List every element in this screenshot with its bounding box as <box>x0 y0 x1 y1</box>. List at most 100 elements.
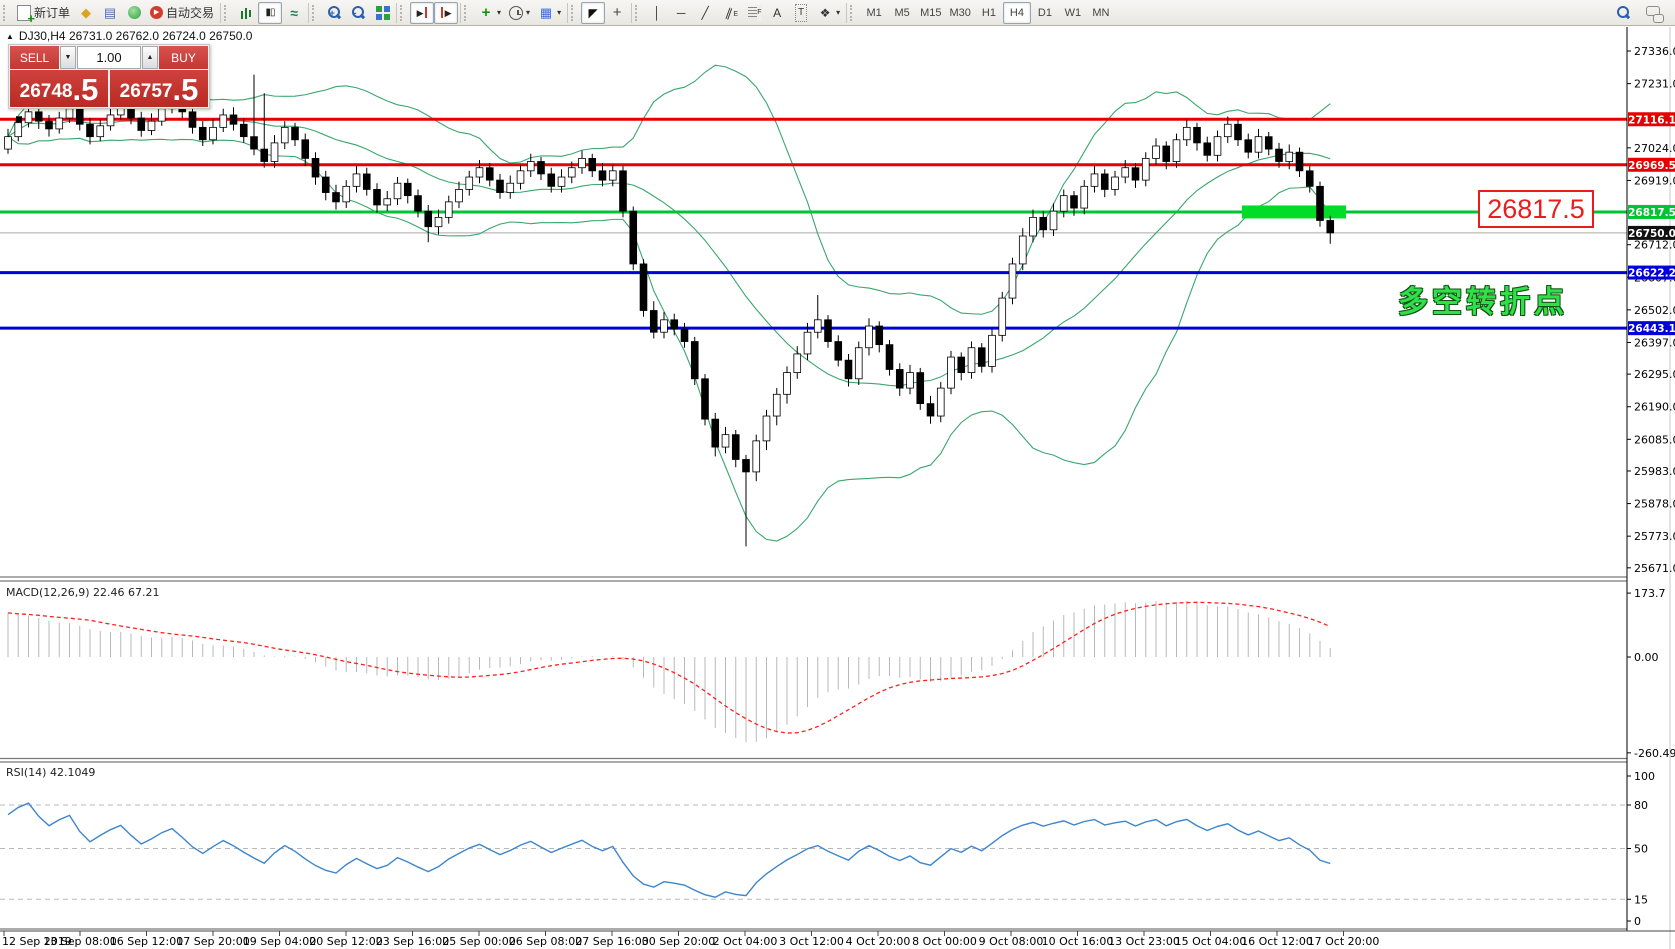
text-icon <box>769 5 785 21</box>
fibonacci-button[interactable] <box>741 2 765 24</box>
candle-body <box>680 328 689 342</box>
text-button[interactable] <box>765 2 789 24</box>
volume-decrease-button[interactable]: ▼ <box>60 46 76 69</box>
candle-body <box>14 122 23 138</box>
time-tick-label: 13 Sep 08:00 <box>43 935 116 948</box>
buy-price-fraction: .5 <box>172 72 199 107</box>
new-order-icon <box>17 4 35 25</box>
volume-increase-button[interactable]: ▲ <box>142 46 158 69</box>
bars-chart-icon <box>239 5 254 20</box>
new-chart-button[interactable] <box>74 2 98 24</box>
candle-body <box>475 167 484 178</box>
level-26817.5-badge-label: 26817.5 <box>1628 207 1675 219</box>
horizontal-line-button[interactable] <box>669 2 693 24</box>
candle-body <box>414 195 422 212</box>
vertical-line-icon <box>649 5 665 21</box>
candle-body <box>1264 136 1273 150</box>
macd-tick-label: 173.7 <box>1634 587 1666 600</box>
candle-body <box>157 108 166 122</box>
timeframe-m30-button[interactable]: M30 <box>949 6 971 19</box>
price-tick-label: 26919.0 <box>1634 174 1675 187</box>
bollinger-upper-band <box>7 64 1331 315</box>
candle-body <box>1316 185 1324 221</box>
timeframe-mn-button[interactable]: MN <box>1092 6 1110 19</box>
candle-body <box>229 114 238 125</box>
annotation-text[interactable]: 多空转折点 <box>1398 286 1568 319</box>
search-button[interactable] <box>1611 2 1635 24</box>
auto-scroll-button[interactable] <box>434 1 459 24</box>
candle-body <box>1070 195 1078 209</box>
periods-button[interactable]: ▾ <box>505 2 534 24</box>
indicators-button[interactable]: ▾ <box>474 2 505 24</box>
level-26969.5-badge-label: 26969.5 <box>1628 160 1675 172</box>
timeframe-d1-button[interactable]: D1 <box>1037 6 1052 19</box>
candle-body <box>106 114 115 127</box>
candle-body <box>516 170 525 184</box>
candle-body <box>321 176 330 193</box>
zoom-in-button[interactable]: + <box>322 2 346 24</box>
trendline-button[interactable] <box>693 2 717 24</box>
timeframe-w1-button[interactable]: W1 <box>1064 6 1082 19</box>
timeframe-m5-button[interactable]: M5 <box>894 6 910 19</box>
time-tick-label: 8 Oct 00:00 <box>912 935 977 948</box>
text-label-button[interactable] <box>789 2 813 24</box>
buy-price-button[interactable]: 26757 .5 <box>110 70 208 107</box>
toolbar-group-grip <box>850 4 857 21</box>
price-axis[interactable]: 27336.027231.027024.026919.026712.026607… <box>1626 26 1675 949</box>
arrows-button[interactable]: ▾ <box>813 2 844 24</box>
cursor-button[interactable] <box>581 1 606 24</box>
sell-price-button[interactable]: 26748 .5 <box>10 70 108 107</box>
autotrading-button[interactable]: 自动交易 <box>146 2 218 24</box>
collapse-trade-panel-icon[interactable]: ▲ <box>6 31 14 41</box>
candle-body <box>1111 176 1119 190</box>
candle-body <box>301 139 310 159</box>
candle-body <box>1121 167 1130 178</box>
candle-body <box>854 347 863 380</box>
price-callout-label[interactable]: 26817.5 <box>1478 190 1594 228</box>
timeframe-m15-button[interactable]: M15 <box>920 6 942 19</box>
timeframe-h4-button[interactable]: H4 <box>1002 1 1031 24</box>
tile-windows-button[interactable] <box>370 2 394 24</box>
candles-chart-icon <box>262 5 278 21</box>
line-chart-button[interactable] <box>282 2 306 24</box>
macd-tick-label: -260.49 <box>1634 747 1675 760</box>
time-tick-label: 13 Oct 23:00 <box>1108 935 1180 948</box>
chat-button[interactable] <box>1641 2 1665 24</box>
signals-button[interactable] <box>122 2 146 24</box>
candle-body <box>1213 136 1222 156</box>
crosshair-button[interactable] <box>605 2 629 24</box>
timeframe-m1-button[interactable]: M1 <box>866 6 882 19</box>
vertical-line-button[interactable] <box>645 2 669 24</box>
bars-chart-button[interactable] <box>234 2 258 24</box>
candle-body <box>619 170 627 212</box>
rsi-label: RSI(14) 42.1049 <box>6 766 95 779</box>
sell-price: 26748 <box>19 81 73 102</box>
buy-button[interactable]: BUY <box>159 46 208 69</box>
bollinger-lower-band <box>7 136 1331 542</box>
candle-body <box>188 111 197 128</box>
toolbar-group-grip <box>635 4 642 21</box>
bid-price-badge-label: 26750.0 <box>1628 228 1675 240</box>
candles-chart-button[interactable] <box>258 1 283 24</box>
toolbar-separator <box>631 2 633 23</box>
zoom-out-button[interactable]: - <box>346 2 370 24</box>
chart-shift-button[interactable] <box>410 1 435 24</box>
candle-body <box>444 201 453 218</box>
volume-input[interactable]: 1.00 <box>77 46 141 69</box>
metaeditor-button[interactable] <box>98 2 122 24</box>
time-tick-label: 9 Oct 08:00 <box>979 935 1044 948</box>
candle-body <box>4 136 12 150</box>
time-tick-label: 16 Sep 12:00 <box>110 935 183 948</box>
dropdown-caret-icon: ▾ <box>836 8 841 17</box>
line-anchor-handle[interactable] <box>16 116 22 123</box>
templates-button[interactable]: ▾ <box>534 2 565 24</box>
timeframe-h1-button[interactable]: H1 <box>981 6 996 19</box>
price-tick-label: 25878.0 <box>1634 498 1675 511</box>
sell-button[interactable]: SELL <box>10 46 59 69</box>
equidistant-channel-button[interactable] <box>717 2 741 24</box>
toolbar-separator <box>396 2 398 23</box>
candle-body <box>434 216 443 228</box>
rsi-tick-label: 80 <box>1634 799 1648 812</box>
new-order-button[interactable]: 新订单 <box>13 2 74 25</box>
